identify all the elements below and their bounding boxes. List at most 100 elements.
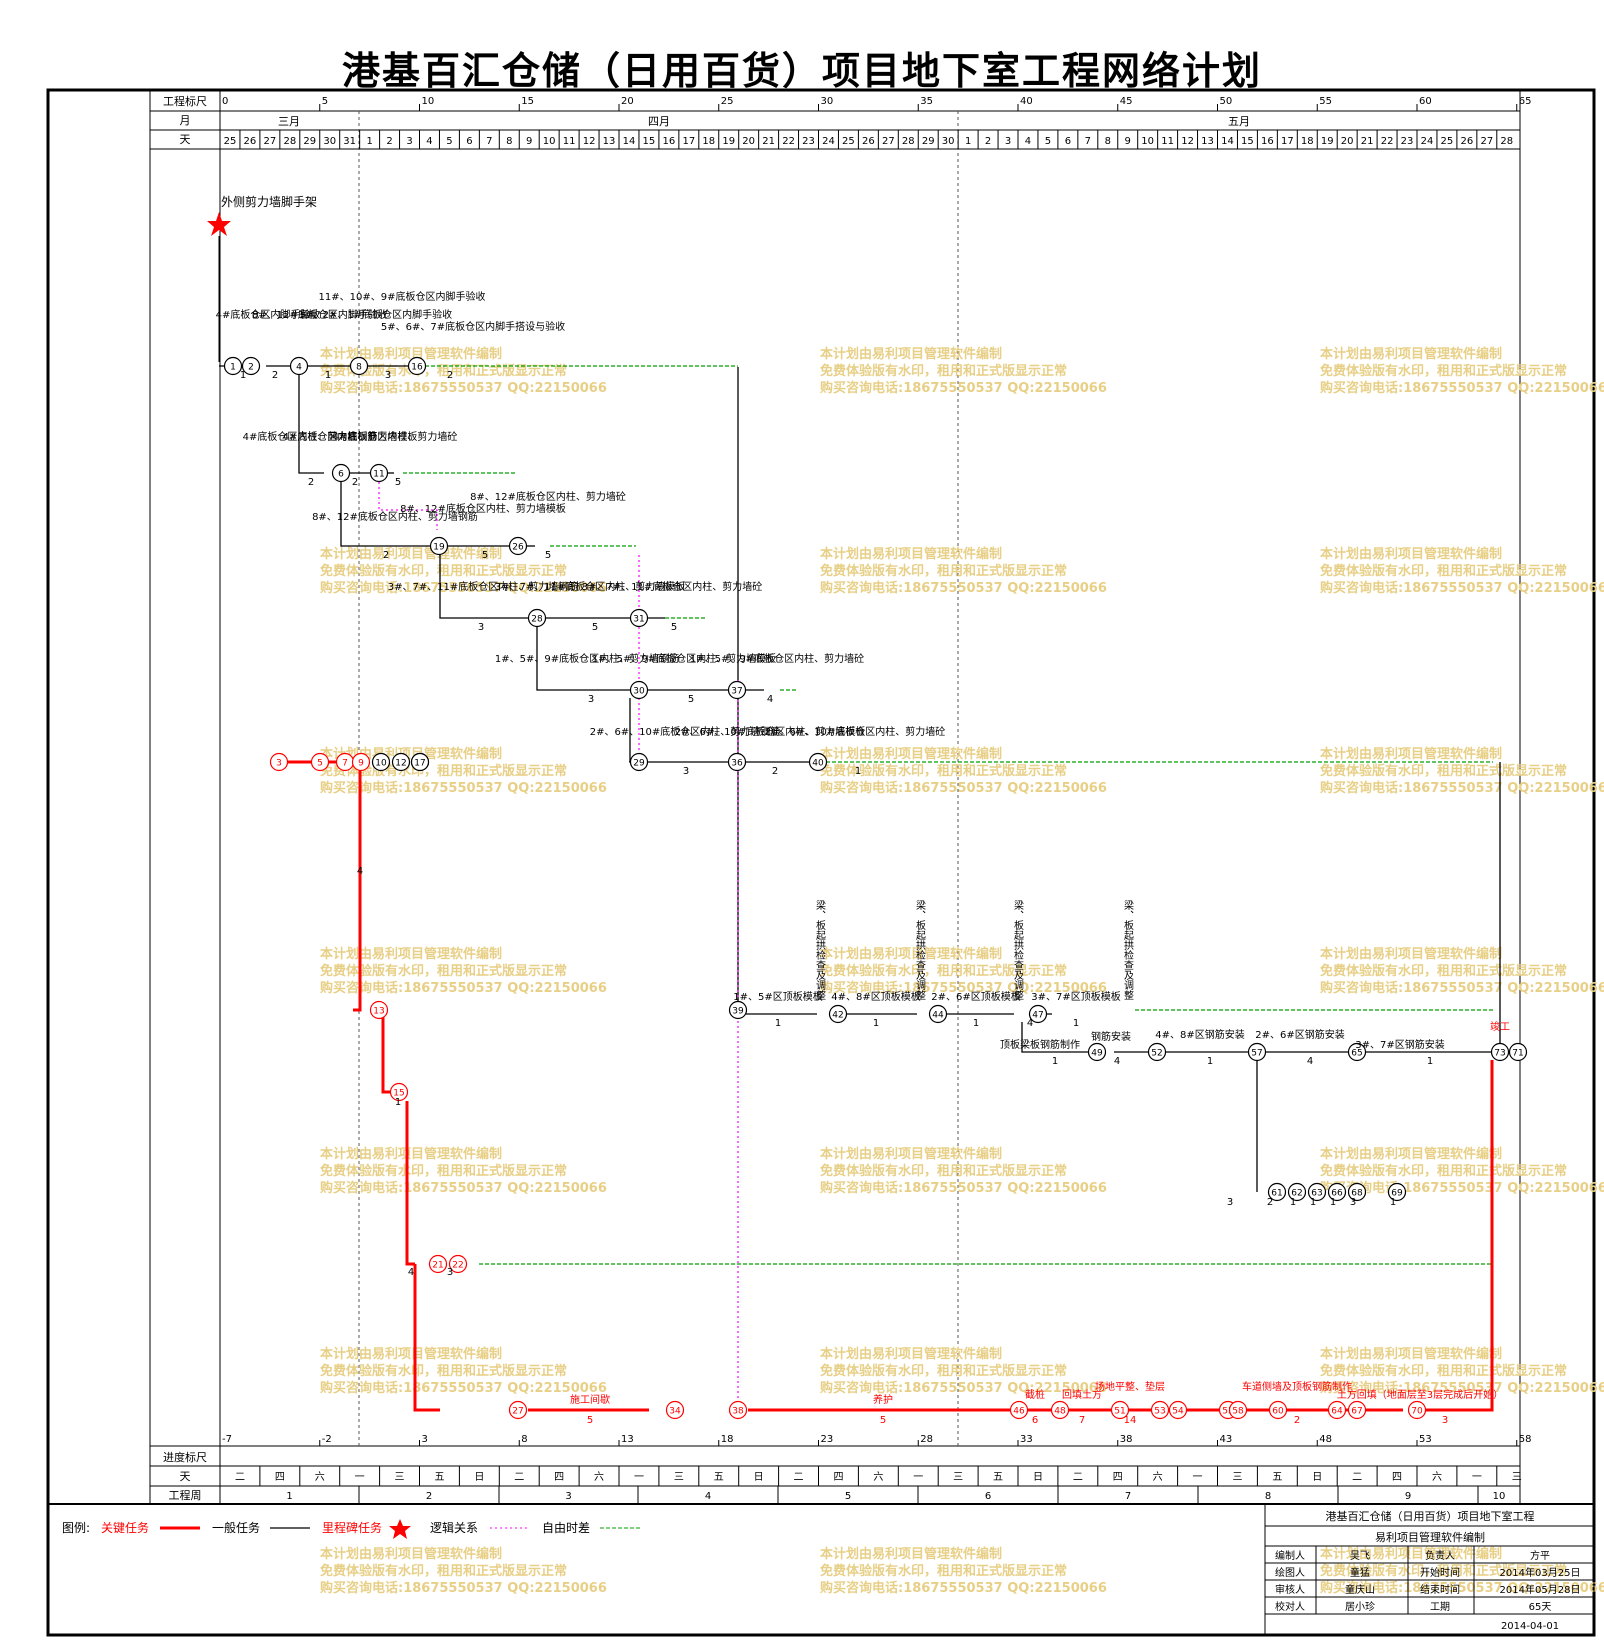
weekday-label: 六 [1432, 1471, 1442, 1483]
progress-tick-label: -2 [322, 1434, 332, 1445]
task-duration: 1 [1330, 1197, 1336, 1208]
watermark-text: 免费体验版有水印，租用和正式版显示正常 [1320, 1563, 1567, 1579]
watermark-text: 本计划由易利项目管理软件编制 [1320, 746, 1502, 762]
event-node: 10 [371, 752, 391, 772]
task-duration: 2 [772, 766, 778, 777]
event-node: 67 [1347, 1400, 1367, 1420]
event-node: 49 [1087, 1042, 1107, 1062]
svg-text:19: 19 [433, 543, 445, 553]
event-node: 34 [665, 1400, 685, 1420]
event-node: 2 [241, 356, 261, 376]
task-duration: 1 [1390, 1197, 1396, 1208]
scale-tick-label: 55 [1319, 96, 1332, 107]
event-node: 42 [828, 1004, 848, 1024]
day-label: 10 [543, 136, 556, 147]
weekday-label: 五 [993, 1472, 1003, 1483]
footer-row-label: 天 [180, 1470, 191, 1483]
weekday-label: 三 [1512, 1472, 1522, 1483]
scale-tick-label: 0 [222, 96, 228, 107]
watermark-text: 免费体验版有水印，租用和正式版显示正常 [320, 1163, 567, 1179]
svg-text:28: 28 [531, 615, 543, 625]
day-label: 28 [1500, 136, 1513, 147]
day-label: 9 [1125, 136, 1131, 147]
weekday-label: 四 [275, 1472, 285, 1483]
task-label: 1#、5#区顶板模板 [733, 990, 822, 1003]
watermark-text: 免费体验版有水印，租用和正式版显示正常 [820, 1563, 1067, 1579]
task-duration: 1 [973, 1018, 979, 1029]
day-label: 5 [1045, 136, 1051, 147]
title-block-value: 2014年03月25日 [1500, 1566, 1581, 1579]
header-row-label: 月 [180, 114, 191, 127]
svg-text:4: 4 [296, 363, 302, 373]
svg-text:17: 17 [414, 759, 425, 769]
svg-text:67: 67 [1351, 1407, 1362, 1417]
weekday-label: 二 [1073, 1472, 1083, 1483]
title-block-key: 负责人 [1425, 1549, 1455, 1562]
weekday-label: 四 [554, 1472, 564, 1483]
event-node: 5 [310, 752, 330, 772]
event-node: 22 [448, 1254, 468, 1274]
day-label: 3 [1005, 136, 1011, 147]
task-label: 回填土方 [1062, 1388, 1102, 1401]
weekday-label: 日 [474, 1472, 484, 1483]
watermark-text: 本计划由易利项目管理软件编制 [320, 946, 502, 962]
task-label: 1#、5#、9#底板仓区内柱、剪力墙钢筋 [495, 652, 679, 665]
svg-text:73: 73 [1494, 1049, 1505, 1059]
task-duration: 4 [767, 694, 773, 705]
svg-text:13: 13 [373, 1007, 384, 1017]
day-label: 30 [942, 136, 955, 147]
scale-tick-label: 20 [621, 96, 634, 107]
progress-tick-label: 28 [920, 1434, 933, 1445]
event-node: 60 [1268, 1400, 1288, 1420]
watermark-text: 购买咨询电话:18675550537 QQ:22150066 [1320, 780, 1604, 796]
task-duration: 3 [683, 766, 689, 777]
event-node: 58 [1228, 1400, 1248, 1420]
svg-text:51: 51 [1114, 1407, 1125, 1417]
day-label: 13 [1201, 136, 1214, 147]
task-duration: 3 [588, 694, 594, 705]
event-node: 12 [391, 752, 411, 772]
svg-text:57: 57 [1251, 1049, 1262, 1059]
day-label: 20 [1341, 136, 1354, 147]
month-label: 三月 [278, 115, 300, 128]
watermark-text: 购买咨询电话:18675550537 QQ:22150066 [1320, 1580, 1604, 1596]
task-duration: 1 [1207, 1056, 1213, 1067]
task-label: 4#、8#区顶板模板 [831, 990, 920, 1003]
task-duration: 1 [1073, 1018, 1079, 1029]
svg-text:54: 54 [1172, 1407, 1184, 1417]
svg-text:48: 48 [1054, 1407, 1066, 1417]
watermark-text: 购买咨询电话:18675550537 QQ:22150066 [320, 1380, 607, 1396]
svg-text:5: 5 [317, 759, 323, 769]
footer-row-label: 工程周 [169, 1489, 202, 1502]
watermark-text: 免费体验版有水印，租用和正式版显示正常 [1320, 963, 1567, 979]
legend-float: 自由时差 [542, 1521, 590, 1535]
watermark-text: 本计划由易利项目管理软件编制 [320, 1546, 502, 1562]
weekday-label: 一 [1193, 1472, 1203, 1483]
watermark-text: 购买咨询电话:18675550537 QQ:22150066 [320, 380, 607, 396]
day-label: 18 [702, 136, 715, 147]
week-label: 10 [1493, 1491, 1506, 1502]
event-node: 38 [728, 1400, 748, 1420]
weekday-label: 日 [1033, 1472, 1043, 1483]
task-label: 8#、12#底板仓区内柱、剪力墙砼 [470, 490, 626, 503]
svg-text:47: 47 [1032, 1011, 1043, 1021]
event-node: 69 [1387, 1182, 1407, 1202]
task-duration: 5 [688, 694, 694, 705]
svg-text:55: 55 [1222, 1407, 1233, 1417]
event-node: 48 [1050, 1400, 1070, 1420]
day-label: 2 [386, 136, 392, 147]
svg-text:7: 7 [342, 759, 348, 769]
task-label: 土方回填（地面层至3层完成后开始） [1337, 1388, 1503, 1401]
day-label: 3 [406, 136, 412, 147]
scale-tick-label: 10 [422, 96, 435, 107]
outer-border [46, 88, 1596, 1637]
task-label: 8#、12#底板仓区内脚手验收 [252, 308, 388, 321]
header-row-label: 天 [180, 133, 191, 146]
task-label: 顶板梁板钢筋制作 [1000, 1038, 1080, 1051]
svg-text:44: 44 [932, 1011, 944, 1021]
day-label: 28 [283, 136, 296, 147]
event-node: 31 [629, 608, 649, 628]
task-duration: 5 [587, 1415, 593, 1426]
title-block-key: 绘图人 [1275, 1566, 1305, 1579]
watermark-text: 本计划由易利项目管理软件编制 [320, 1346, 502, 1362]
